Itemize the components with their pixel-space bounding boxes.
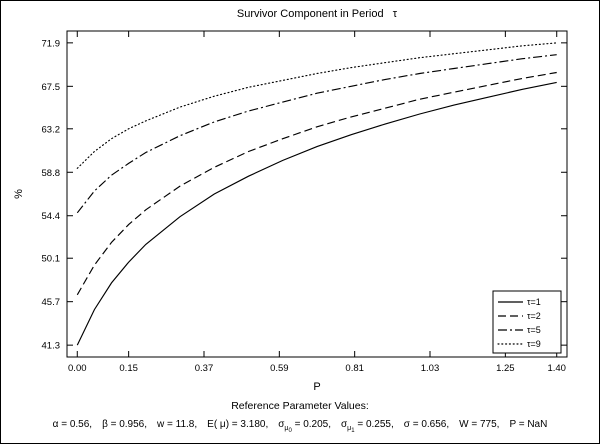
reference-parameters-heading: Reference Parameter Values: <box>231 400 369 412</box>
axes-box <box>66 30 568 358</box>
parameter: α = 0.56 <box>52 419 90 430</box>
x-tick-label: 1.25 <box>496 363 515 374</box>
parameter: β = 0.956 <box>102 419 145 430</box>
y-tick-label: 63.2 <box>42 124 61 135</box>
y-tick-label: 54.4 <box>42 211 61 222</box>
parameter: σ = 0.656 <box>403 419 447 430</box>
x-tick-label: 1.03 <box>421 363 440 374</box>
parameter: E( μ) = 3.180 <box>207 419 266 430</box>
series-τ=2 <box>76 71 557 296</box>
y-tick-label: 67.5 <box>42 82 61 93</box>
y-axis: 41.3 45.7 50.1 54.4 58.8 63.2 67.5 71.9 <box>42 38 567 352</box>
legend-entry-label: τ=5 <box>527 325 541 335</box>
legend-entry-label: τ=2 <box>527 311 541 321</box>
parameter: P = NaN <box>509 419 548 430</box>
x-tick-label: 0.59 <box>270 363 289 374</box>
x-tick-label: 0.81 <box>345 363 364 374</box>
series-τ=1 <box>76 81 557 346</box>
survivor-chart: Survivor Component in Period τ P% 0.00 0.15… <box>13 8 568 393</box>
x-axis-label: P <box>313 381 320 393</box>
series-curves <box>76 42 558 346</box>
parameter: w = 11.8 <box>157 419 195 430</box>
y-tick-label: 45.7 <box>42 297 61 308</box>
x-tick-label: 0.15 <box>119 363 138 374</box>
chart-title: Survivor Component in Period τ <box>237 8 398 20</box>
parameter: W = 775 <box>459 419 497 430</box>
legend-entry-label: τ=9 <box>527 339 541 349</box>
parameter: σμ1 = 0.255 <box>341 419 391 434</box>
y-axis-label: % <box>13 189 25 199</box>
reference-parameters-section: Reference Parameter Values: α = 0.56, β … <box>1 400 599 434</box>
x-axis: 0.00 0.15 0.37 0.59 0.81 1.03 1.25 1.40 <box>68 31 566 374</box>
series-τ=5 <box>76 54 557 214</box>
parameter-values: α = 0.56, β = 0.956, w = 11.8, E( μ) = 3… <box>52 419 548 434</box>
y-tick-label: 50.1 <box>42 254 61 265</box>
legend-entry-label: τ=1 <box>527 297 541 307</box>
parameter-subscript: μ <box>284 425 289 432</box>
y-tick-label: 41.3 <box>42 341 61 352</box>
parameter-subsubscript: 1 <box>351 428 355 434</box>
y-tick-label: 58.8 <box>42 168 61 179</box>
legend: τ=1 τ=2 τ=5 τ=9 <box>492 290 562 354</box>
parameter-subscript: μ <box>347 425 352 432</box>
x-tick-label: 1.40 <box>547 363 566 374</box>
series-τ=9 <box>76 42 558 169</box>
y-tick-label: 71.9 <box>42 38 61 49</box>
parameter: σμ0 = 0.205 <box>278 419 329 434</box>
parameter-subsubscript: 0 <box>288 428 292 434</box>
x-tick-label: 0.00 <box>68 363 87 374</box>
x-tick-label: 0.37 <box>195 363 214 374</box>
